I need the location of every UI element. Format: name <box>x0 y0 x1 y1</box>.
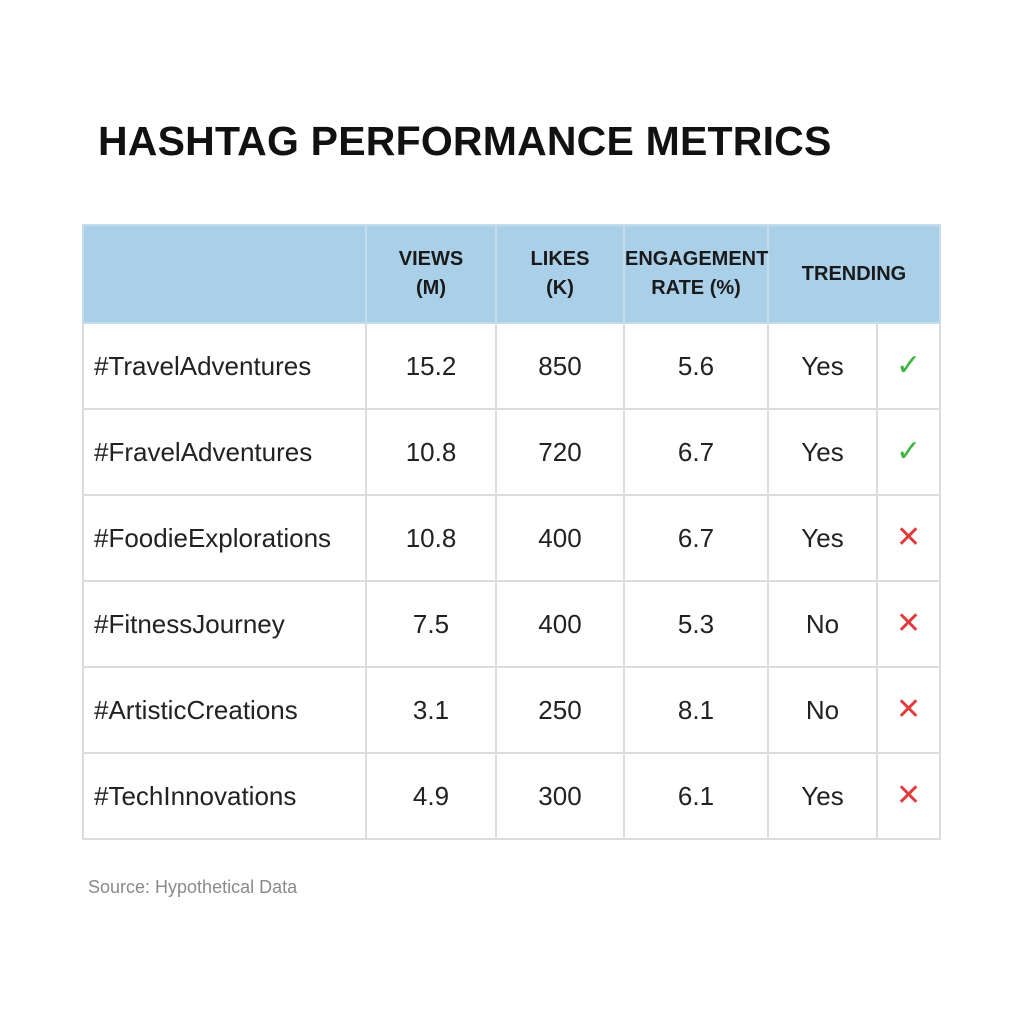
cell-views: 3.1 <box>365 666 497 754</box>
header-trending-line-1: TRENDING <box>801 262 907 285</box>
check-icon: ✓ <box>895 348 922 382</box>
metrics-table: VIEWS (M) LIKES (K) ENGAGEMENT RATE (%) … <box>82 224 942 840</box>
cell-hashtag: #TechInnovations <box>82 752 367 840</box>
cell-likes: 850 <box>495 322 625 410</box>
table-header-row: VIEWS (M) LIKES (K) ENGAGEMENT RATE (%) … <box>82 224 942 324</box>
header-views-line-2: (M) <box>416 277 446 299</box>
table-row: #TravelAdventures 15.2 850 5.6 Yes ✓ <box>82 322 942 410</box>
header-likes: LIKES (K) <box>495 224 625 324</box>
cell-hashtag: #FravelAdventures <box>82 408 367 496</box>
table-row: #FoodieExplorations 10.8 400 6.7 Yes ✕ <box>82 494 942 582</box>
cell-trending: Yes <box>767 322 878 410</box>
cell-engagement: 6.7 <box>623 408 769 496</box>
cell-hashtag: #FitnessJourney <box>82 580 367 668</box>
table-row: #ArtisticCreations 3.1 250 8.1 No ✕ <box>82 666 942 754</box>
cell-hashtag: #FoodieExplorations <box>82 494 367 582</box>
cell-status: ✓ <box>875 322 942 410</box>
cell-status: ✓ <box>875 408 942 496</box>
cross-icon: ✕ <box>895 778 922 812</box>
table-body: #TravelAdventures 15.2 850 5.6 Yes ✓ #FravelAd… <box>82 322 942 840</box>
cross-icon: ✕ <box>895 520 922 554</box>
cell-likes: 250 <box>495 666 625 754</box>
cell-status: ✕ <box>875 494 942 582</box>
cell-views: 4.9 <box>365 752 497 840</box>
header-engagement-line-1: ENGAGEMENT <box>625 248 769 270</box>
cross-icon: ✕ <box>895 606 922 640</box>
cell-hashtag: #TravelAdventures <box>82 322 367 410</box>
header-hashtag <box>82 224 367 324</box>
cell-engagement: 5.3 <box>623 580 769 668</box>
cell-status: ✕ <box>875 580 942 668</box>
cell-engagement: 6.7 <box>623 494 769 582</box>
header-likes-line-1: LIKES <box>530 248 590 270</box>
cell-engagement: 6.1 <box>623 752 769 840</box>
header-views: VIEWS (M) <box>365 224 497 324</box>
header-engagement: ENGAGEMENT RATE (%) <box>623 224 769 324</box>
cell-trending: Yes <box>767 494 878 582</box>
cell-trending: No <box>767 666 878 754</box>
cell-views: 7.5 <box>365 580 497 668</box>
table-row: #TechInnovations 4.9 300 6.1 Yes ✕ <box>82 752 942 840</box>
cell-engagement: 5.6 <box>623 322 769 410</box>
cross-icon: ✕ <box>895 692 922 726</box>
check-icon: ✓ <box>895 434 922 468</box>
cell-status: ✕ <box>875 752 942 840</box>
cell-trending: Yes <box>767 752 878 840</box>
cell-likes: 720 <box>495 408 625 496</box>
table-row: #FitnessJourney 7.5 400 5.3 No ✕ <box>82 580 942 668</box>
cell-trending: Yes <box>767 408 878 496</box>
header-likes-line-2: (K) <box>546 277 574 299</box>
cell-status: ✕ <box>875 666 942 754</box>
source-note: Source: Hypothetical Data <box>88 877 298 897</box>
cell-likes: 400 <box>495 580 625 668</box>
header-engagement-line-2: RATE (%) <box>651 277 741 299</box>
table-row: #FravelAdventures 10.8 720 6.7 Yes ✓ <box>82 408 942 496</box>
cell-hashtag: #ArtisticCreations <box>82 666 367 754</box>
header-trending: TRENDING <box>766 224 942 324</box>
chart-title: HASHTAG PERFORMANCE METRICS <box>98 118 832 164</box>
cell-likes: 300 <box>495 752 625 840</box>
header-views-line-1: VIEWS <box>398 248 464 270</box>
cell-views: 10.8 <box>365 494 497 582</box>
cell-trending: No <box>767 580 878 668</box>
cell-views: 15.2 <box>365 322 497 410</box>
cell-likes: 400 <box>495 494 625 582</box>
cell-views: 10.8 <box>365 408 497 496</box>
cell-engagement: 8.1 <box>623 666 769 754</box>
